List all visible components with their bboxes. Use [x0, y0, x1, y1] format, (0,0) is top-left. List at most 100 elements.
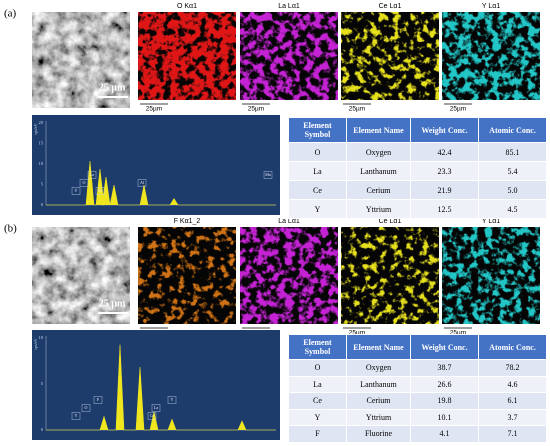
table-cell: 4.5 — [478, 199, 547, 219]
sem-scale: 25 µm — [99, 298, 126, 309]
spectrum-y-tick-label: 5 — [41, 381, 44, 386]
table-cell: Cerium — [346, 180, 411, 200]
table-cell: 85.1 — [478, 142, 547, 162]
table-header: Weight Conc. — [410, 117, 479, 143]
composition-table: Element Symbol Element Name Weight Conc. At… — [288, 334, 547, 443]
peak-label: La — [154, 405, 158, 410]
spectrum-axis-label: cps/eV — [33, 123, 38, 134]
table-cell: F — [288, 425, 347, 443]
composition-table: Element Symbol Element Name Weight Conc. At… — [288, 117, 547, 219]
peak-label-box — [137, 179, 147, 187]
peak-label: F — [97, 397, 100, 402]
peak-label-box — [87, 171, 97, 179]
table-header: Weight Conc. — [410, 334, 479, 360]
peak-label: Y — [75, 188, 78, 193]
table-cell: 21.9 — [410, 180, 479, 200]
spectrum-y-tick-label: 10 — [39, 335, 44, 340]
peak-label: Al — [140, 180, 145, 185]
spectrum-y-tick-label: 0 — [41, 202, 44, 207]
table-cell: 78.2 — [478, 359, 547, 377]
spectrum-peaks — [46, 160, 276, 206]
table-header: Element Symbol — [288, 334, 347, 360]
table-cell: O — [288, 142, 347, 162]
peak-label: Ce — [98, 188, 103, 193]
element-map — [240, 227, 338, 324]
table-cell: 26.6 — [410, 375, 479, 393]
table-cell: 4.6 — [478, 375, 547, 393]
element-map — [240, 12, 338, 100]
table-cell: Yttrium — [346, 408, 411, 426]
map-title: F Kα1_2 — [174, 218, 201, 225]
table-cell: 5.0 — [478, 180, 547, 200]
peak-label-box — [93, 396, 103, 404]
table-cell: Ce — [288, 180, 347, 200]
table-cell: 5.4 — [478, 161, 547, 181]
table-cell: 6.1 — [478, 392, 547, 410]
map-scale: 25µm — [450, 106, 466, 113]
element-map — [341, 12, 439, 100]
table-cell: 38.7 — [410, 359, 479, 377]
table-cell: Lanthanum — [346, 375, 411, 393]
peak-label-box — [95, 187, 105, 195]
peak-label-box — [71, 187, 81, 195]
peak-label: Y — [171, 397, 174, 402]
table-header: Element Symbol — [288, 117, 347, 143]
table-cell: 19.8 — [410, 392, 479, 410]
peak-label-box — [167, 396, 177, 404]
element-map — [138, 12, 236, 100]
table-cell: Ce — [288, 392, 347, 410]
peak-label-box — [147, 412, 157, 420]
table-cell: 10.1 — [410, 408, 479, 426]
sem-image — [32, 227, 130, 324]
peak-label-box — [151, 404, 161, 412]
table-cell: O — [288, 359, 347, 377]
spectrum-y-tick-label: 20 — [39, 120, 44, 125]
table-cell: 12.5 — [410, 199, 479, 219]
table-cell: Cerium — [346, 392, 411, 410]
peak-label-box — [71, 412, 81, 420]
table-cell: Oxygen — [346, 359, 411, 377]
table-header: Atomic Conc. — [478, 334, 547, 360]
element-map — [341, 227, 439, 324]
table-cell: 4.1 — [410, 425, 479, 443]
map-title: Ce Lα1 — [379, 218, 402, 225]
table-cell: Y — [288, 408, 347, 426]
map-title: Y Lα1 — [482, 218, 500, 225]
spectrum-peaks — [46, 344, 276, 431]
spectrum-y-tick-label: 15 — [39, 141, 44, 146]
map-title: Ce Lα1 — [379, 3, 402, 10]
element-map — [138, 227, 236, 324]
table-header: Element Name — [346, 334, 411, 360]
table-header: Atomic Conc. — [478, 117, 547, 143]
map-title: La Lα1 — [278, 3, 300, 10]
peak-label-box — [79, 179, 89, 187]
sem-image — [32, 12, 130, 108]
table-cell: Fluorine — [346, 425, 411, 443]
peak-label: Ce — [150, 413, 155, 418]
map-scale: 25µm — [248, 106, 264, 113]
table-cell: La — [288, 161, 347, 181]
table-header: Element Name — [346, 117, 411, 143]
table-cell: 3.7 — [478, 408, 547, 426]
peak-label-box — [263, 171, 273, 179]
map-title: Y Lα1 — [482, 3, 500, 10]
panel-label: (a) — [4, 8, 17, 20]
element-map — [442, 227, 540, 324]
peak-label-box — [81, 404, 91, 412]
peak-label: La — [90, 172, 94, 177]
sem-scale: 25 µm — [99, 82, 126, 93]
spectrum-y-tick-label: 5 — [41, 182, 44, 187]
table-cell: 42.4 — [410, 142, 479, 162]
table-cell: Y — [288, 199, 347, 219]
spectrum-y-tick-label: 10 — [39, 161, 44, 166]
peak-label: Mn — [265, 172, 271, 177]
table-cell: Lanthanum — [346, 161, 411, 181]
spectrum-y-tick-label: 0 — [41, 427, 44, 432]
table-cell: 7.1 — [478, 425, 547, 443]
spectrum-bg — [32, 115, 280, 215]
table-cell: La — [288, 375, 347, 393]
map-title: O Kα1 — [177, 3, 197, 10]
panel-label: (b) — [4, 223, 17, 235]
